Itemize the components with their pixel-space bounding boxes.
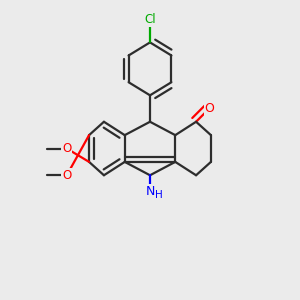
Text: O: O: [205, 102, 214, 115]
Text: Cl: Cl: [144, 13, 156, 26]
Text: N: N: [145, 185, 155, 198]
Text: O: O: [62, 169, 71, 182]
Text: H: H: [155, 190, 163, 200]
Text: O: O: [62, 142, 71, 155]
